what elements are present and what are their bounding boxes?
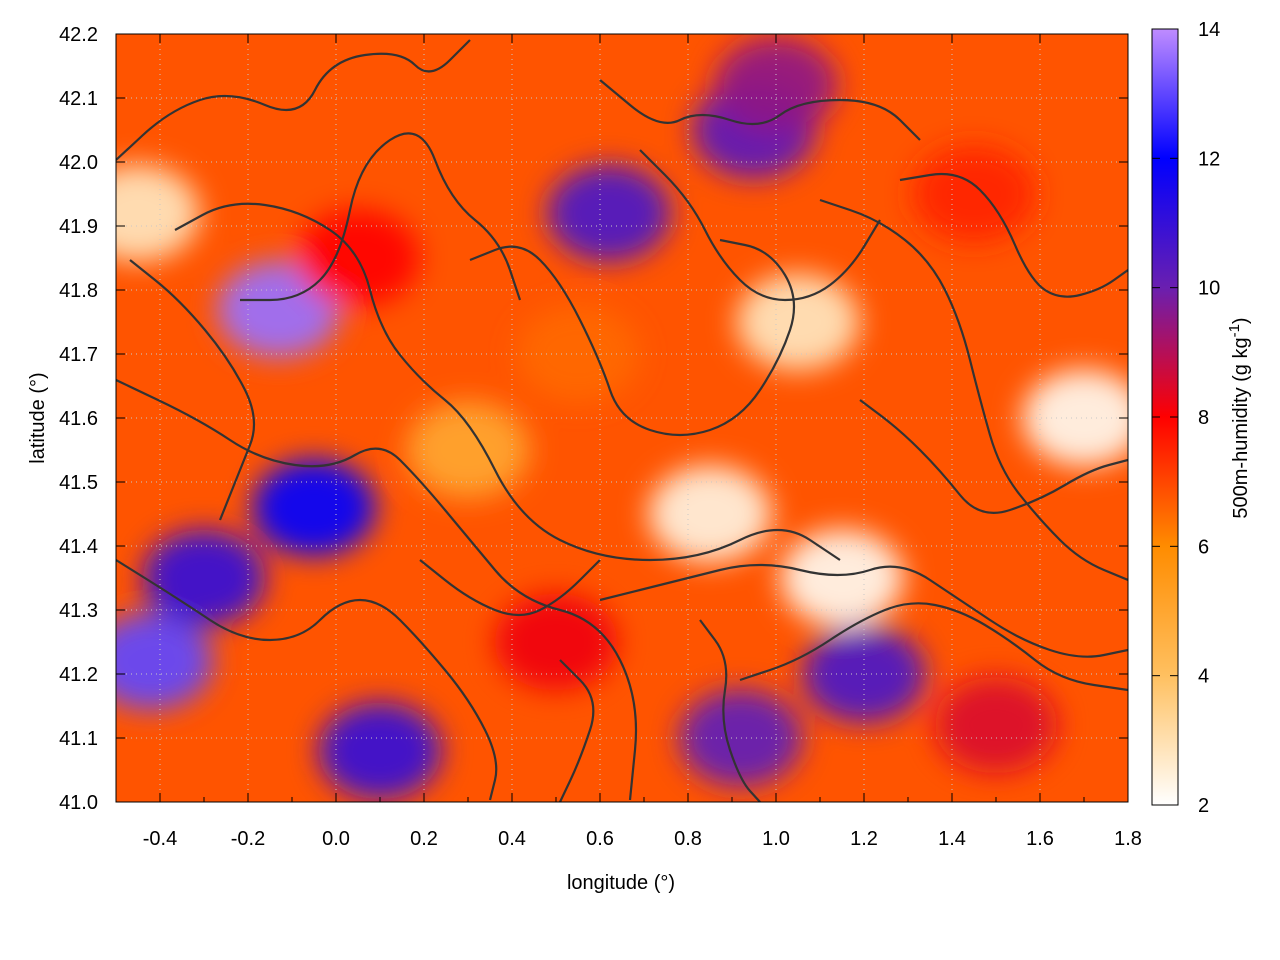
contour-line bbox=[599, 79, 921, 141]
y-tick-label: 41.2 bbox=[59, 664, 98, 686]
contour-line bbox=[699, 619, 761, 802]
y-tick-label: 41.7 bbox=[59, 344, 98, 366]
x-tick-label: 0.8 bbox=[674, 828, 702, 850]
x-tick-label: 1.6 bbox=[1026, 828, 1054, 850]
humidity-feature bbox=[142, 529, 266, 627]
humidity-feature bbox=[318, 702, 442, 800]
colorbar-tick-label: 14 bbox=[1198, 19, 1220, 41]
plot-area bbox=[116, 34, 1128, 802]
humidity-feature bbox=[912, 145, 1036, 243]
colorbar-tick-label: 2 bbox=[1198, 795, 1209, 817]
y-tick-label: 42.1 bbox=[59, 88, 98, 110]
colorbar-ticks: 2 4 6 8 10 12 14 bbox=[1152, 19, 1220, 817]
colorbar: 2 4 6 8 10 12 14 500m-humidity (g kg-1) bbox=[1151, 19, 1253, 817]
contour-line bbox=[469, 238, 796, 437]
colorbar-label: 500m-humidity (g kg-1) bbox=[1226, 317, 1253, 518]
colorbar-tick-label: 4 bbox=[1198, 666, 1209, 688]
colorbar-tick-label: 10 bbox=[1198, 278, 1220, 300]
colorbar-tick-label: 6 bbox=[1198, 536, 1209, 558]
contour-lines bbox=[116, 39, 1128, 802]
contour-line bbox=[599, 563, 1128, 658]
y-tick-label: 41.1 bbox=[59, 728, 98, 750]
x-axis: -0.4 -0.2 0.0 0.2 0.4 0.6 0.8 1.0 1.2 1.4 1.6 1.8 bbox=[115, 34, 1142, 850]
x-tick-label: -0.2 bbox=[231, 828, 265, 850]
x-tick-label: -0.4 bbox=[143, 828, 177, 850]
y-tick-label: 41.4 bbox=[59, 536, 98, 558]
humidity-feature bbox=[116, 164, 200, 262]
contour-line bbox=[129, 259, 256, 521]
x-tick-label: 1.2 bbox=[850, 828, 878, 850]
contour-line bbox=[559, 659, 595, 802]
humidity-feature bbox=[736, 273, 860, 371]
humidity-feature bbox=[1022, 369, 1128, 467]
contour-line bbox=[739, 602, 1128, 692]
y-axis: 41.0 41.1 41.2 41.3 41.4 41.5 41.6 41.7 41.8 41.9… bbox=[59, 24, 1128, 814]
colorbar-tick-label: 12 bbox=[1198, 148, 1220, 170]
humidity-feature bbox=[648, 465, 772, 563]
contour-line bbox=[116, 559, 498, 801]
colorbar-label-exponent: -1 bbox=[1226, 324, 1243, 337]
humidity-feature bbox=[934, 676, 1058, 774]
x-tick-label: 0.2 bbox=[410, 828, 438, 850]
humidity-feature bbox=[714, 36, 838, 134]
colorbar-tick-label: 8 bbox=[1198, 407, 1209, 429]
contour-line bbox=[239, 132, 522, 302]
x-tick-label: 0.4 bbox=[498, 828, 526, 850]
contour-line bbox=[639, 149, 881, 302]
humidity-feature bbox=[780, 529, 904, 627]
y-tick-label: 41.8 bbox=[59, 280, 98, 302]
contour-line bbox=[116, 39, 471, 161]
contour-line bbox=[174, 202, 841, 562]
y-tick-label: 41.0 bbox=[59, 792, 98, 814]
contour-line bbox=[819, 198, 1128, 582]
y-tick-label: 42.0 bbox=[59, 152, 98, 174]
y-tick-label: 41.5 bbox=[59, 472, 98, 494]
humidity-feature bbox=[547, 164, 671, 262]
x-tick-label: 1.0 bbox=[762, 828, 790, 850]
y-tick-label: 41.6 bbox=[59, 408, 98, 430]
y-tick-label: 41.3 bbox=[59, 600, 98, 622]
contour-line bbox=[116, 379, 638, 801]
x-tick-label: 0.6 bbox=[586, 828, 614, 850]
x-tick-label: 1.8 bbox=[1114, 828, 1142, 850]
heatmap-field bbox=[116, 36, 1128, 800]
x-tick-label: 1.4 bbox=[938, 828, 966, 850]
contour-line bbox=[859, 399, 1128, 514]
humidity-feature bbox=[679, 689, 803, 787]
y-tick-label: 41.9 bbox=[59, 216, 98, 238]
humidity-feature bbox=[116, 612, 213, 710]
y-tick-label: 42.2 bbox=[59, 24, 98, 46]
humidity-feature bbox=[516, 305, 640, 403]
humidity-feature bbox=[494, 593, 618, 691]
contour-line bbox=[419, 559, 601, 617]
y-axis-label: latitude (°) bbox=[27, 372, 49, 463]
x-tick-label: 0.0 bbox=[322, 828, 350, 850]
humidity-feature bbox=[252, 459, 376, 556]
x-axis-label: longitude (°) bbox=[567, 872, 675, 894]
humidity-feature bbox=[406, 401, 530, 499]
contour-line bbox=[899, 172, 1128, 298]
